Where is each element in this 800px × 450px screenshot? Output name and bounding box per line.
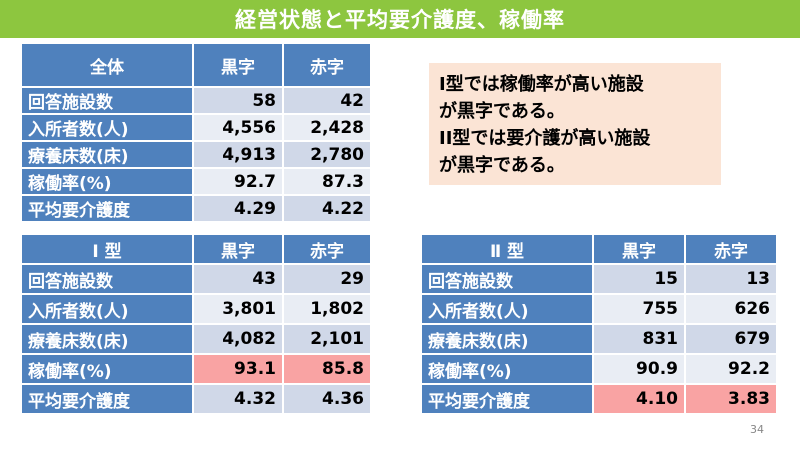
profit-value: 4.29 — [192, 194, 284, 223]
deficit-value: 2,428 — [282, 113, 372, 142]
table-type1: Ⅰ 型 黒字 赤字 回答施設数 43 29 入所者数(人) 3,801 1,80… — [20, 233, 372, 415]
deficit-value: 1,802 — [282, 293, 372, 325]
row-label: 入所者数(人) — [420, 293, 594, 325]
row-label: 療養床数(床) — [20, 140, 194, 169]
column-header-deficit: 赤字 — [282, 42, 372, 88]
deficit-value-highlighted: 85.8 — [282, 353, 372, 385]
conclusion-note: I型では稼働率が高い施設 が黒字である。 II型では要介護が高い施設 が黒字であ… — [429, 63, 721, 185]
profit-value-highlighted: 93.1 — [192, 353, 284, 385]
deficit-value: 679 — [684, 323, 778, 355]
table-header-row: Ⅱ 型 黒字 赤字 — [420, 233, 778, 265]
profit-value: 4,556 — [192, 113, 284, 142]
table-row: 平均要介護度 4.29 4.22 — [20, 194, 372, 223]
profit-value: 4.32 — [192, 383, 284, 415]
table-row: 稼働率(%) 93.1 85.8 — [20, 353, 372, 385]
table-title: Ⅰ 型 — [20, 233, 194, 265]
table-overall: 全体 黒字 赤字 回答施設数 58 42 入所者数(人) 4,556 2,428… — [20, 42, 372, 223]
deficit-value: 42 — [282, 86, 372, 115]
row-label: 回答施設数 — [20, 263, 194, 295]
deficit-value: 29 — [282, 263, 372, 295]
profit-value: 755 — [592, 293, 686, 325]
table-row: 療養床数(床) 831 679 — [420, 323, 778, 355]
profit-value: 92.7 — [192, 167, 284, 196]
deficit-value: 4.36 — [282, 383, 372, 415]
row-label: 入所者数(人) — [20, 113, 194, 142]
column-header-profit: 黒字 — [192, 42, 284, 88]
row-label: 回答施設数 — [420, 263, 594, 295]
table-header-row: 全体 黒字 赤字 — [20, 42, 372, 88]
table-header-row: Ⅰ 型 黒字 赤字 — [20, 233, 372, 265]
column-header-deficit: 赤字 — [684, 233, 778, 265]
profit-value: 15 — [592, 263, 686, 295]
profit-value: 4,913 — [192, 140, 284, 169]
profit-value: 831 — [592, 323, 686, 355]
table-row: 回答施設数 58 42 — [20, 86, 372, 115]
note-line: が黒字である。 — [439, 155, 565, 176]
deficit-value: 87.3 — [282, 167, 372, 196]
column-header-deficit: 赤字 — [282, 233, 372, 265]
deficit-value: 13 — [684, 263, 778, 295]
table-title: Ⅱ 型 — [420, 233, 594, 265]
column-header-profit: 黒字 — [592, 233, 686, 265]
slide-title: 経営状態と平均要介護度、稼働率 — [0, 0, 800, 38]
row-label: 療養床数(床) — [420, 323, 594, 355]
table-row: 入所者数(人) 755 626 — [420, 293, 778, 325]
row-label: 回答施設数 — [20, 86, 194, 115]
table-row: 療養床数(床) 4,082 2,101 — [20, 323, 372, 355]
table-row: 回答施設数 15 13 — [420, 263, 778, 295]
row-label: 平均要介護度 — [20, 383, 194, 415]
table-row: 入所者数(人) 4,556 2,428 — [20, 113, 372, 142]
profit-value: 90.9 — [592, 353, 686, 385]
table-type2: Ⅱ 型 黒字 赤字 回答施設数 15 13 入所者数(人) 755 626 療養… — [420, 233, 778, 415]
profit-value: 4,082 — [192, 323, 284, 355]
note-line: が黒字である。 — [439, 101, 565, 122]
row-label: 稼働率(%) — [20, 353, 194, 385]
deficit-value: 4.22 — [282, 194, 372, 223]
profit-value: 43 — [192, 263, 284, 295]
note-line: II型では要介護が高い施設 — [439, 128, 651, 149]
row-label: 稼働率(%) — [420, 353, 594, 385]
profit-value-highlighted: 4.10 — [592, 383, 686, 415]
deficit-value-highlighted: 3.83 — [684, 383, 778, 415]
row-label: 療養床数(床) — [20, 323, 194, 355]
profit-value: 58 — [192, 86, 284, 115]
row-label: 平均要介護度 — [420, 383, 594, 415]
deficit-value: 2,101 — [282, 323, 372, 355]
row-label: 平均要介護度 — [20, 194, 194, 223]
table-row: 回答施設数 43 29 — [20, 263, 372, 295]
page-number: 34 — [750, 423, 764, 436]
note-line: I型では稼働率が高い施設 — [439, 74, 644, 95]
deficit-value: 2,780 — [282, 140, 372, 169]
row-label: 稼働率(%) — [20, 167, 194, 196]
table-row: 稼働率(%) 92.7 87.3 — [20, 167, 372, 196]
table-title: 全体 — [20, 42, 194, 88]
table-row: 療養床数(床) 4,913 2,780 — [20, 140, 372, 169]
profit-value: 3,801 — [192, 293, 284, 325]
table-row: 平均要介護度 4.10 3.83 — [420, 383, 778, 415]
table-row: 入所者数(人) 3,801 1,802 — [20, 293, 372, 325]
table-row: 稼働率(%) 90.9 92.2 — [420, 353, 778, 385]
table-row: 平均要介護度 4.32 4.36 — [20, 383, 372, 415]
row-label: 入所者数(人) — [20, 293, 194, 325]
deficit-value: 92.2 — [684, 353, 778, 385]
deficit-value: 626 — [684, 293, 778, 325]
column-header-profit: 黒字 — [192, 233, 284, 265]
